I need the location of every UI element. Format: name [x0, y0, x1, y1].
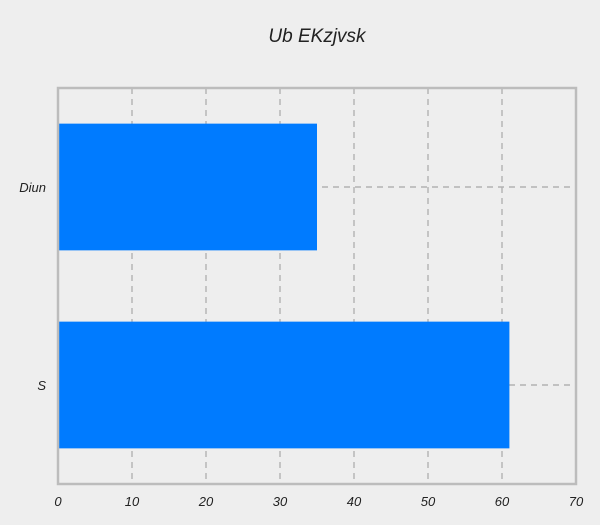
x-tick-label: 40: [347, 494, 362, 509]
x-tick-label: 0: [54, 494, 62, 509]
x-tick-label: 10: [125, 494, 140, 509]
plot-frame: [56, 86, 578, 486]
x-tick-label: 60: [495, 494, 510, 509]
x-tick-label: 50: [421, 494, 436, 509]
chart-title: Ub EKzjvsk: [268, 26, 367, 47]
bar-diun: [58, 123, 317, 251]
y-tick-label: S: [37, 378, 46, 393]
y-tick-label: Diun: [19, 180, 46, 195]
x-tick-label: 20: [198, 494, 214, 509]
x-axis-ticks: 0 10 20 30 40 50 60 70: [54, 494, 584, 509]
x-tick-label: 30: [273, 494, 288, 509]
bar-s: [58, 321, 510, 449]
x-tick-label: 70: [569, 494, 584, 509]
bars: [58, 123, 510, 449]
y-axis-ticks: S Diun: [19, 180, 46, 393]
